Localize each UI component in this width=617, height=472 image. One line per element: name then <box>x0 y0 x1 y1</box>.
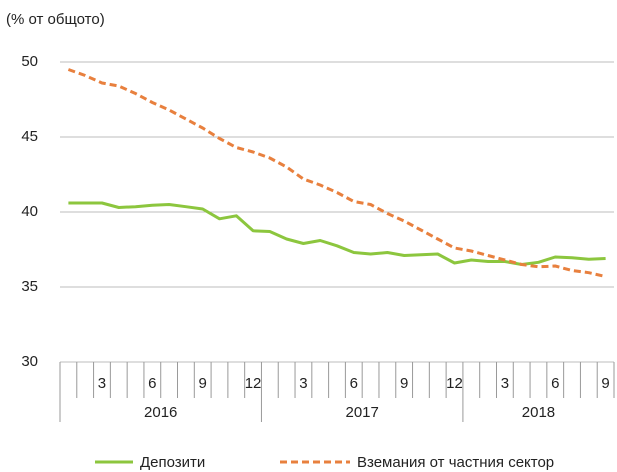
x-tick-label: 6 <box>350 375 358 392</box>
year-label: 2017 <box>345 404 378 421</box>
x-tick-label: 6 <box>148 375 156 392</box>
y-tick-label: 35 <box>21 278 38 295</box>
y-tick-label: 45 <box>21 128 38 145</box>
x-tick-label: 3 <box>501 375 509 392</box>
x-tick-label: 12 <box>446 375 463 392</box>
x-tick-label: 6 <box>551 375 559 392</box>
series-line <box>68 201 606 266</box>
x-tick-label: 12 <box>245 375 262 392</box>
y-tick-label: 30 <box>21 353 38 370</box>
x-tick-label: 9 <box>400 375 408 392</box>
legend-label: Депозити <box>140 454 205 471</box>
legend-label: Вземания от частния сектор <box>357 454 554 471</box>
series-line <box>67 68 606 278</box>
y-tick-label: 40 <box>21 203 38 220</box>
unit-label: (% от общото) <box>6 11 105 28</box>
year-label: 2016 <box>144 404 177 421</box>
x-tick-label: 9 <box>601 375 609 392</box>
y-tick-label: 50 <box>21 53 38 70</box>
year-label: 2018 <box>522 404 555 421</box>
x-tick-label: 3 <box>299 375 307 392</box>
x-tick-label: 9 <box>199 375 207 392</box>
x-tick-label: 3 <box>98 375 106 392</box>
